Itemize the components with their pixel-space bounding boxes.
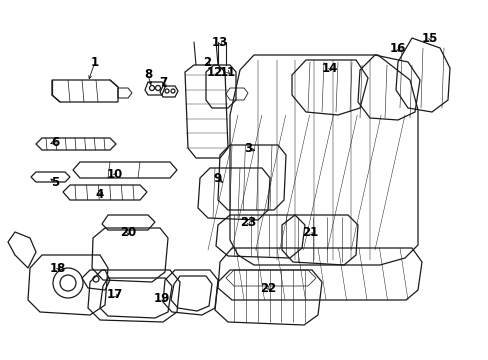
Text: 3: 3: [244, 141, 251, 154]
Text: 23: 23: [240, 216, 256, 229]
Text: 15: 15: [421, 31, 437, 45]
Text: 10: 10: [107, 168, 123, 181]
Text: 14: 14: [321, 62, 338, 75]
Text: 19: 19: [154, 292, 170, 305]
Text: 2: 2: [203, 55, 211, 68]
Text: 11: 11: [220, 66, 236, 78]
Text: 22: 22: [259, 282, 276, 294]
Text: 1: 1: [91, 55, 99, 68]
Text: 5: 5: [51, 175, 59, 189]
Text: 8: 8: [143, 68, 152, 81]
Text: 4: 4: [96, 189, 104, 202]
Text: 17: 17: [107, 288, 123, 302]
Text: 7: 7: [159, 76, 167, 89]
Text: 21: 21: [301, 225, 318, 238]
Text: 13: 13: [211, 36, 228, 49]
Text: 18: 18: [50, 261, 66, 274]
Text: 6: 6: [51, 135, 59, 148]
Text: 9: 9: [213, 171, 222, 184]
Text: 12: 12: [206, 66, 223, 78]
Text: 16: 16: [389, 41, 406, 54]
Text: 20: 20: [120, 225, 136, 238]
